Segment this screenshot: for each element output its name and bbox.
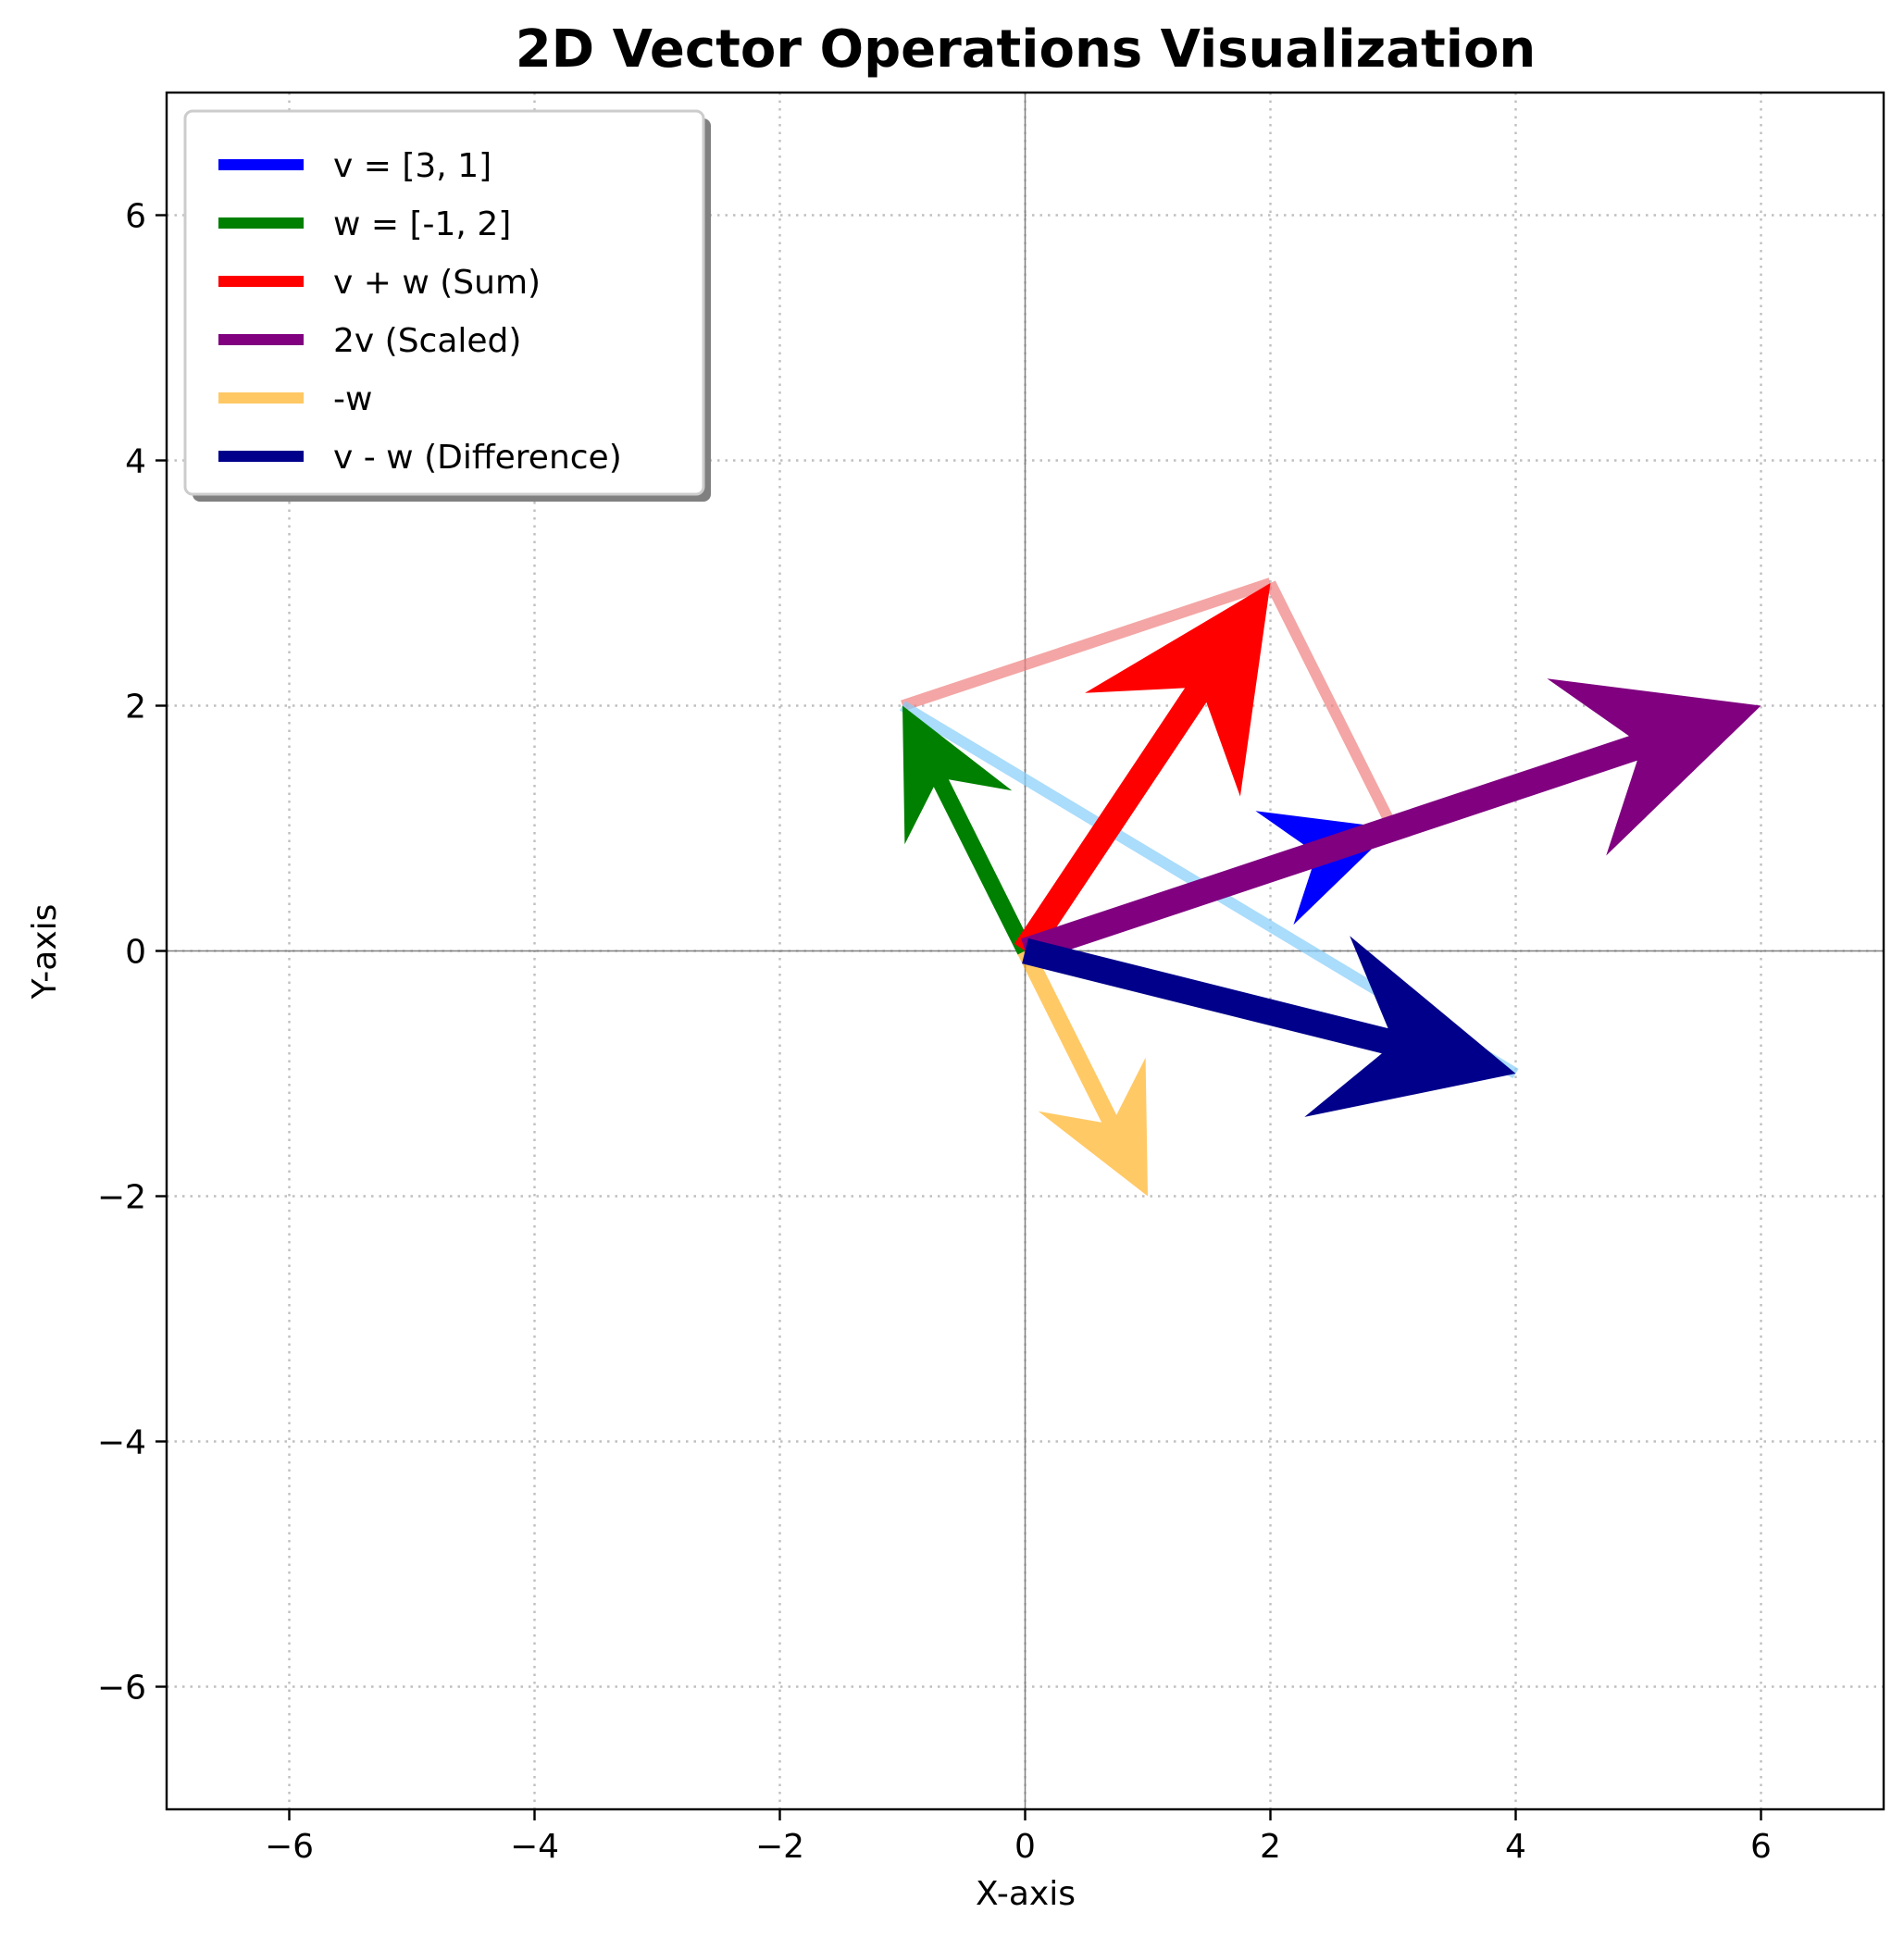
legend: v = [3, 1] w = [-1, 2] v + w (Sum) 2v (Scal… — [183, 109, 711, 502]
chart-title: 2D Vector Operations Visualization — [516, 19, 1537, 80]
legend-entry: v + w (Sum) — [333, 264, 541, 302]
x-tick-label: −2 — [755, 1828, 804, 1866]
y-tick-label: −6 — [97, 1670, 146, 1708]
x-tick-label: 0 — [1014, 1828, 1036, 1866]
guide-line — [901, 578, 1273, 712]
x-tick-label: 4 — [1505, 1828, 1526, 1866]
x-tick-label: −4 — [510, 1828, 559, 1866]
vectors — [902, 583, 1761, 1197]
y-tick-label: 2 — [125, 689, 146, 727]
legend-entry: v = [3, 1] — [333, 147, 492, 185]
y-tick-label: 0 — [125, 934, 146, 972]
legend-entry: -w — [333, 380, 372, 418]
y-tick-label: −4 — [97, 1424, 146, 1462]
y-tick-label: 6 — [125, 198, 146, 236]
guide-line — [1265, 580, 1399, 831]
vector-arrow — [1021, 678, 1761, 963]
x-tick-label: 6 — [1750, 1828, 1772, 1866]
y-tick-label: 4 — [125, 443, 146, 481]
x-axis-label: X-axis — [976, 1875, 1076, 1913]
legend-entry: w = [-1, 2] — [333, 205, 511, 243]
ticks: −6 −4 −2 0 2 4 6 −6 −4 −2 0 2 4 6 — [97, 198, 1772, 1867]
y-tick-label: −2 — [97, 1179, 146, 1217]
vector-arrow — [902, 705, 1033, 955]
legend-box — [183, 109, 705, 496]
legend-entry: v - w (Difference) — [333, 439, 622, 477]
vector-arrow — [1014, 583, 1271, 959]
x-tick-label: −6 — [265, 1828, 314, 1866]
y-axis-label: Y-axis — [26, 904, 64, 1000]
vector-arrow — [1017, 947, 1148, 1197]
vector-arrow — [1022, 936, 1516, 1117]
legend-entry: 2v (Scaled) — [333, 322, 521, 360]
x-tick-label: 2 — [1260, 1828, 1281, 1866]
